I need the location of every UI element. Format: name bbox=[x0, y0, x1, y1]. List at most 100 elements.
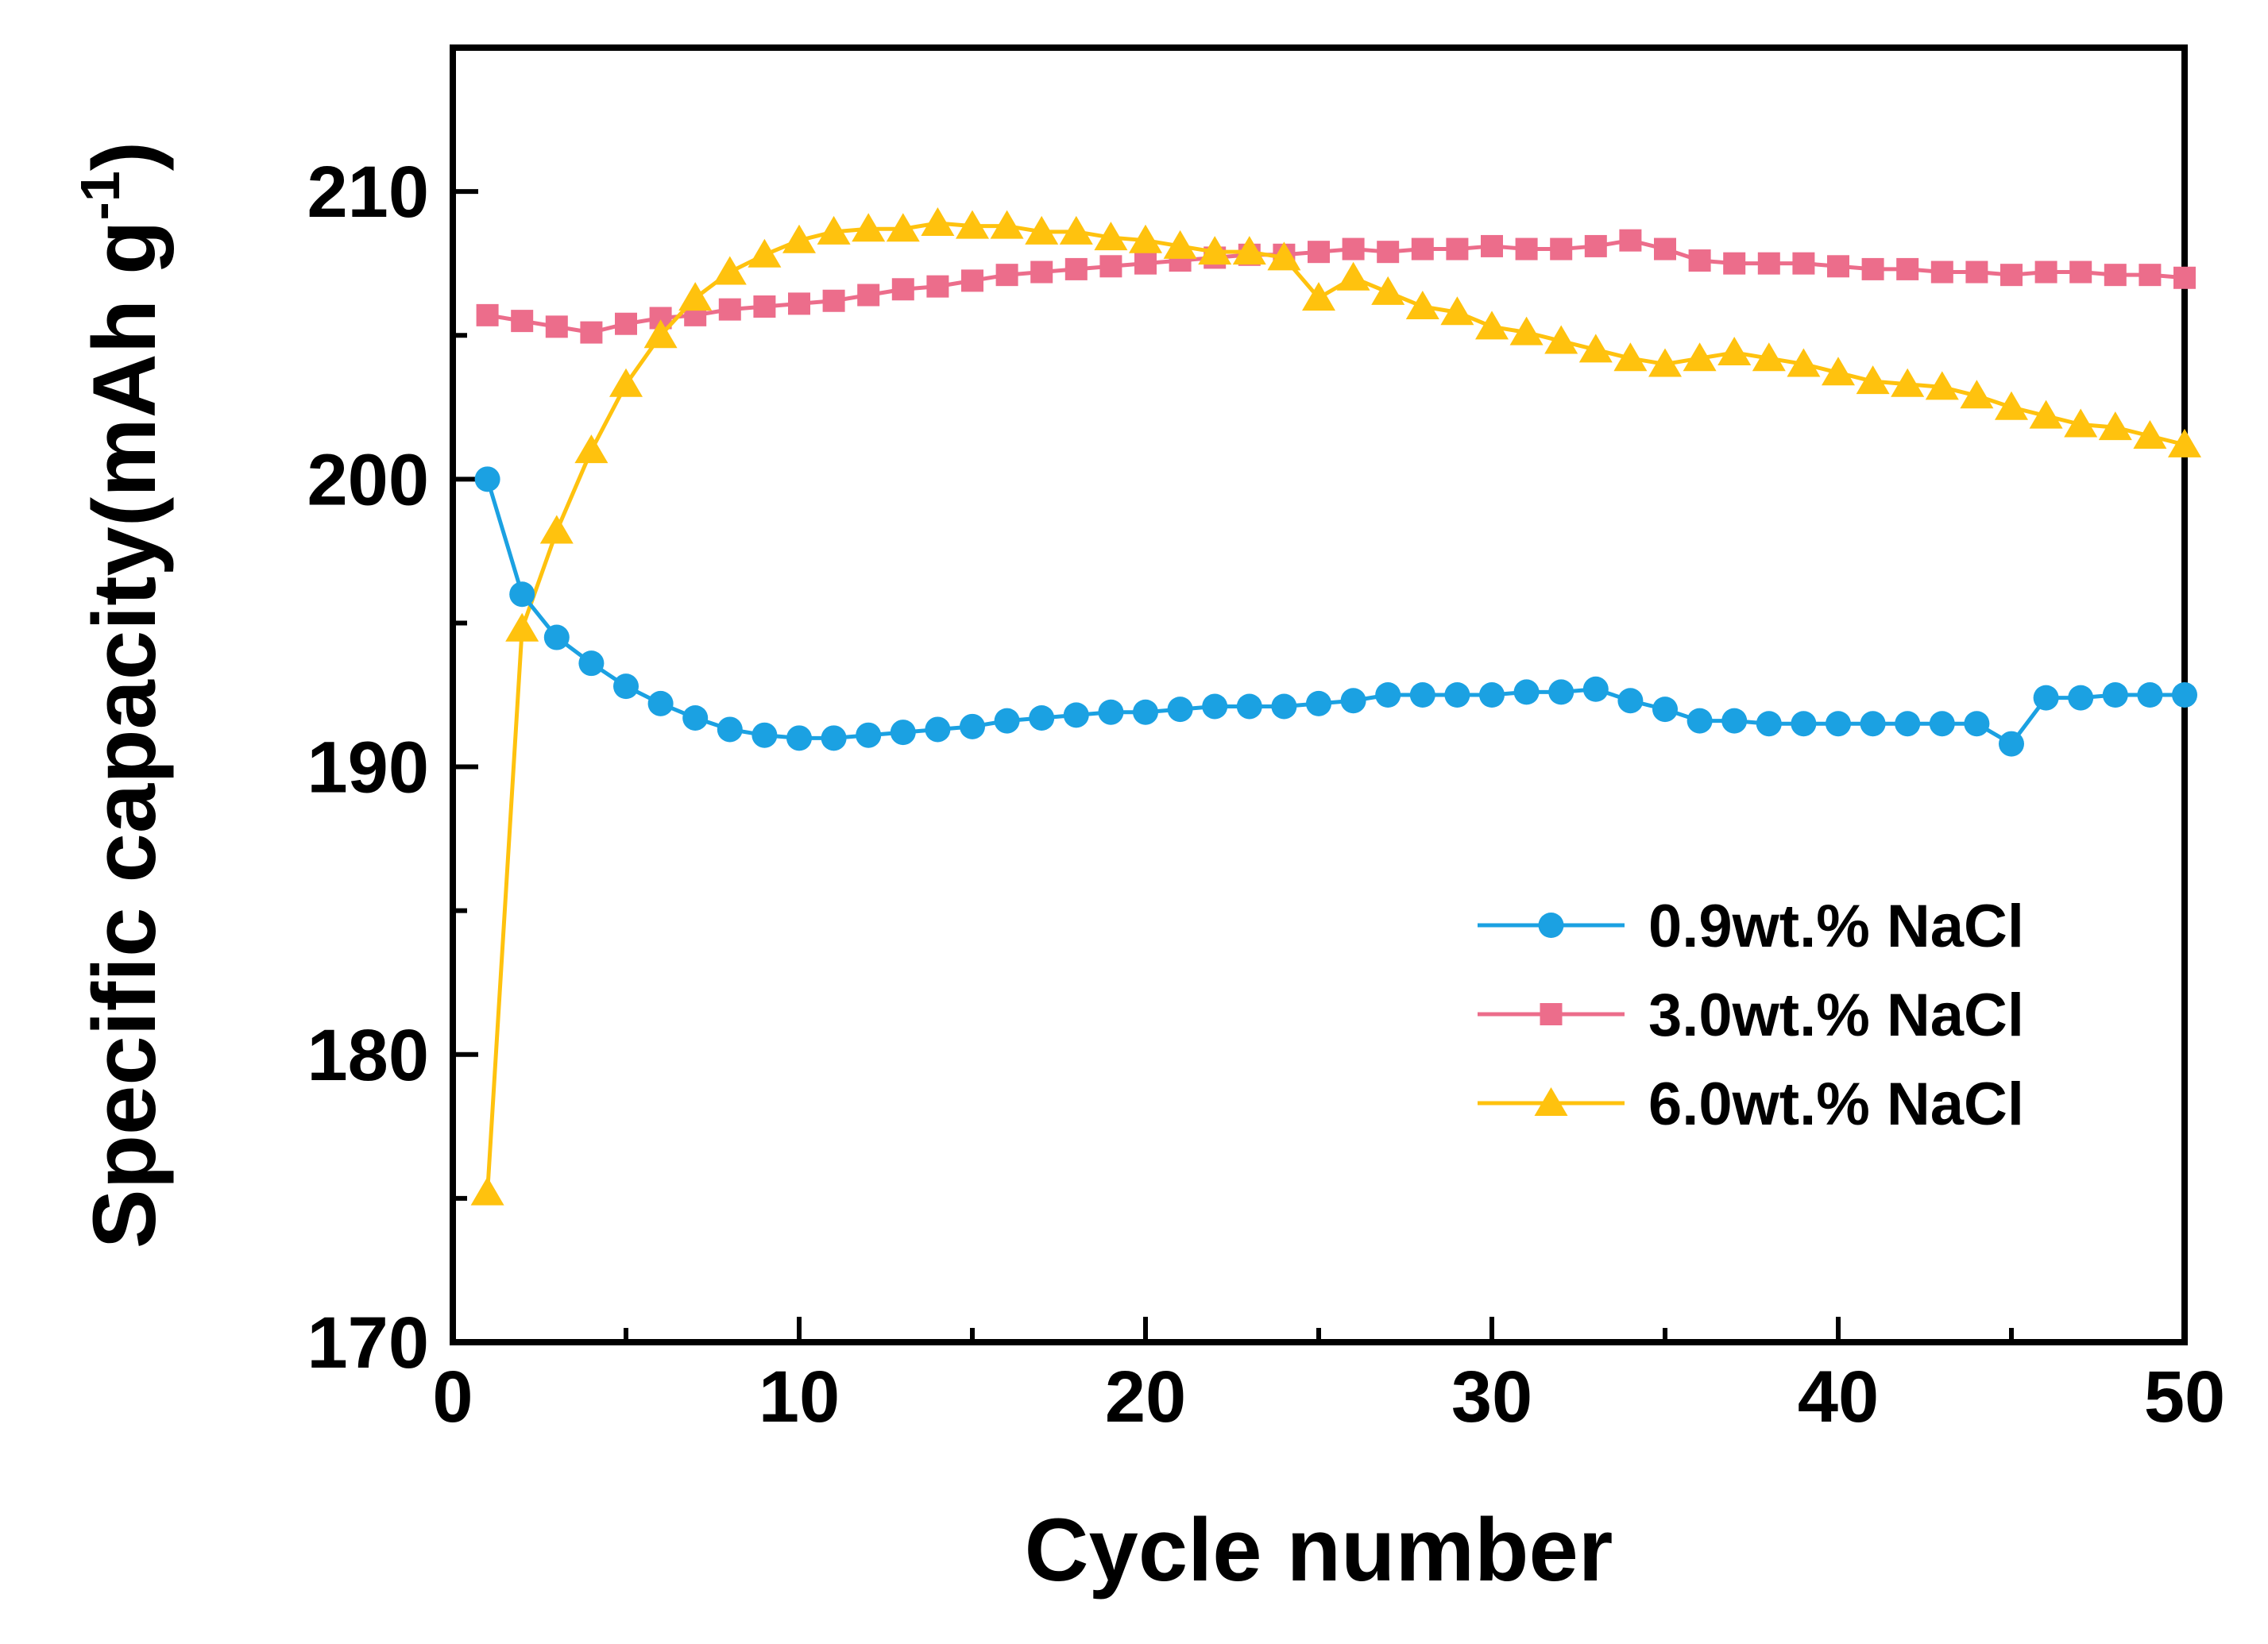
data-point bbox=[1409, 682, 1435, 708]
data-point bbox=[1999, 731, 2024, 757]
data-point bbox=[1030, 260, 1053, 284]
data-point bbox=[539, 515, 574, 544]
data-point bbox=[1306, 690, 1331, 716]
data-point bbox=[1787, 348, 1821, 377]
data-point bbox=[1723, 252, 1746, 275]
data-point bbox=[2104, 264, 2127, 287]
data-point bbox=[2029, 399, 2063, 429]
data-point bbox=[1827, 255, 1849, 278]
data-point bbox=[474, 466, 500, 492]
data-point bbox=[1895, 711, 1921, 737]
y-tick-label: 180 bbox=[307, 1015, 430, 1096]
data-point bbox=[1757, 252, 1780, 275]
series-3 bbox=[470, 206, 2201, 1206]
data-point bbox=[1822, 357, 1855, 386]
y-axis-title-superscript: -1 bbox=[69, 171, 131, 220]
data-point bbox=[994, 708, 1020, 734]
data-point bbox=[1619, 229, 1642, 252]
data-point bbox=[1479, 682, 1505, 708]
data-point bbox=[717, 716, 743, 743]
data-point bbox=[1025, 215, 1059, 245]
legend-marker bbox=[1538, 913, 1564, 938]
data-point bbox=[509, 581, 535, 608]
data-point bbox=[856, 722, 882, 748]
legend-item-1: 0.9wt.% NaCl bbox=[1478, 893, 2024, 960]
data-point bbox=[609, 368, 643, 397]
data-point bbox=[1481, 234, 1503, 257]
legend-label: 0.9wt.% NaCl bbox=[1648, 893, 2024, 960]
data-point bbox=[886, 213, 920, 242]
data-point bbox=[1995, 391, 2028, 420]
data-point bbox=[713, 256, 747, 285]
data-point bbox=[1930, 260, 1953, 284]
legend-marker bbox=[1534, 1087, 1568, 1116]
data-point bbox=[753, 295, 776, 318]
x-tick-label: 20 bbox=[1105, 1356, 1186, 1438]
data-point bbox=[1377, 241, 1400, 264]
data-point bbox=[1513, 679, 1540, 705]
data-point bbox=[1683, 342, 1717, 372]
data-point bbox=[2069, 260, 2092, 284]
data-point bbox=[1752, 342, 1786, 372]
data-point bbox=[1134, 252, 1157, 275]
x-tick-label: 30 bbox=[1451, 1356, 1532, 1438]
data-point bbox=[1167, 697, 1193, 723]
data-point bbox=[1582, 676, 1609, 702]
x-tick-label: 40 bbox=[1798, 1356, 1879, 1438]
x-tick-label: 10 bbox=[759, 1356, 840, 1438]
y-tick-label: 210 bbox=[307, 152, 430, 233]
y-axis-title-close: ) bbox=[75, 141, 174, 171]
data-point bbox=[1548, 679, 1574, 705]
data-point bbox=[857, 284, 880, 307]
data-point bbox=[1411, 237, 1434, 260]
data-point bbox=[1342, 237, 1365, 260]
data-point bbox=[1444, 682, 1470, 708]
data-point bbox=[543, 624, 570, 650]
data-point bbox=[891, 278, 914, 301]
data-point bbox=[1271, 693, 1297, 720]
x-tick-label: 0 bbox=[432, 1356, 473, 1438]
data-point bbox=[1652, 697, 1678, 723]
data-point bbox=[1446, 237, 1469, 260]
y-tick-label: 190 bbox=[307, 727, 430, 808]
data-point bbox=[751, 722, 778, 748]
data-point bbox=[476, 303, 499, 326]
data-point bbox=[1891, 368, 1925, 397]
data-point bbox=[2064, 408, 2098, 438]
data-point bbox=[1232, 236, 1266, 265]
data-point bbox=[578, 650, 605, 677]
y-axis-title: Specific capacity(mAh g-1) bbox=[69, 141, 174, 1248]
data-point bbox=[678, 282, 713, 311]
legend-item-3: 6.0wt.% NaCl bbox=[1478, 1071, 2024, 1138]
data-point bbox=[1094, 222, 1128, 251]
data-point bbox=[470, 1176, 504, 1206]
data-point bbox=[1756, 711, 1782, 737]
data-point bbox=[1544, 325, 1578, 354]
data-point bbox=[1509, 316, 1544, 345]
data-point bbox=[643, 319, 678, 349]
legend-item-2: 3.0wt.% NaCl bbox=[1478, 982, 2024, 1049]
data-point bbox=[786, 725, 812, 751]
data-point bbox=[2139, 264, 2162, 287]
data-point bbox=[2000, 264, 2023, 287]
data-point bbox=[925, 716, 951, 743]
data-point bbox=[1029, 704, 1055, 731]
legend-marker bbox=[1540, 1003, 1563, 1025]
data-point bbox=[1064, 257, 1088, 280]
data-point bbox=[505, 612, 539, 642]
data-point bbox=[1236, 693, 1262, 720]
data-point bbox=[1578, 334, 1613, 363]
data-point bbox=[960, 713, 985, 739]
data-point bbox=[647, 690, 674, 716]
data-point bbox=[926, 275, 949, 298]
data-point bbox=[1163, 230, 1197, 259]
data-point bbox=[956, 210, 989, 239]
data-point bbox=[1129, 224, 1162, 253]
data-point bbox=[1929, 711, 1955, 737]
data-point bbox=[2168, 428, 2201, 457]
data-point bbox=[990, 210, 1024, 239]
data-point bbox=[1198, 236, 1232, 265]
data-point bbox=[718, 298, 741, 321]
